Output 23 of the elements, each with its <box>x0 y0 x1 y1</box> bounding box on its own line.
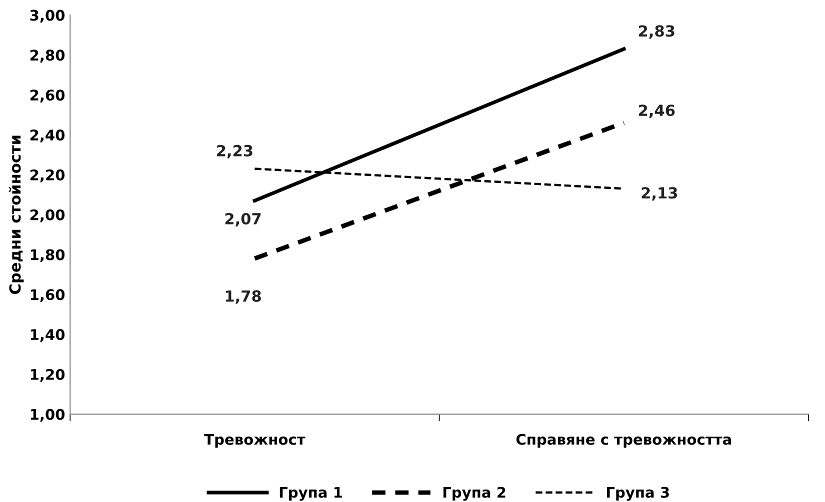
y-tick-label: 2,60 <box>30 90 65 102</box>
y-axis-title: Средни стойности <box>8 136 24 294</box>
y-tick-label: 1,80 <box>30 249 65 262</box>
x-tick-label: Тревожност <box>204 434 306 448</box>
data-label: 2,13 <box>642 187 678 201</box>
legend-label: Група 3 <box>607 486 669 501</box>
legend-label: Група 1 <box>280 487 342 501</box>
y-tick-label: 1,60 <box>30 289 65 302</box>
y-tick-label: 2,00 <box>30 209 65 222</box>
y-tick-label: 1,20 <box>30 368 65 382</box>
y-tick-label: 2,40 <box>30 130 65 142</box>
legend-label: Група 2 <box>443 486 506 501</box>
y-tick-label: 2,20 <box>30 169 65 182</box>
y-tick-label: 3,00 <box>30 10 65 23</box>
y-tick-label: 1,00 <box>30 408 65 422</box>
data-label: 2,07 <box>225 212 261 226</box>
x-tick-label: Справяне с тревожността <box>516 434 731 448</box>
data-label: 2,46 <box>639 104 675 118</box>
data-label: 2,23 <box>217 144 252 158</box>
y-tick-label: 2,80 <box>30 50 65 63</box>
data-label: 2,83 <box>639 25 674 39</box>
data-label: 1,78 <box>226 290 261 304</box>
y-tick-label: 1,40 <box>30 329 65 342</box>
